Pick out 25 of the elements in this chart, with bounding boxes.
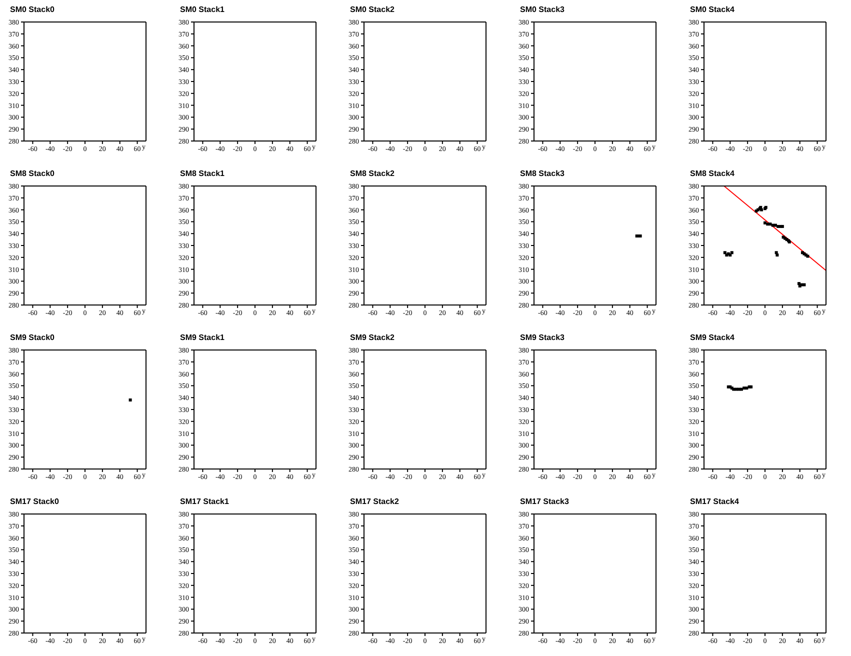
chart-title: SM9 Stack1 — [180, 333, 224, 342]
point — [723, 251, 726, 254]
chart-title: SM17 Stack4 — [690, 497, 739, 506]
chart-title: SM0 Stack3 — [520, 5, 564, 14]
chart-title: SM8 Stack0 — [10, 169, 54, 178]
chart-title: SM17 Stack3 — [520, 497, 569, 506]
chart-title: SM9 Stack0 — [10, 333, 54, 342]
chart-title: SM0 Stack2 — [350, 5, 394, 14]
chart-title: SM17 Stack1 — [180, 497, 229, 506]
point — [730, 251, 734, 254]
chart-title: SM17 Stack2 — [350, 497, 399, 506]
chart-title: SM8 Stack4 — [690, 169, 734, 178]
chart-title: SM0 Stack0 — [10, 5, 54, 14]
chart-title: SM17 Stack0 — [10, 497, 59, 506]
point — [802, 283, 806, 286]
point — [768, 222, 772, 226]
chart-title: SM8 Stack2 — [350, 169, 394, 178]
chart-title: SM9 Stack4 — [690, 333, 734, 342]
chart-title: SM9 Stack3 — [520, 333, 564, 342]
chart-title: SM9 Stack2 — [350, 333, 394, 342]
chart-title: SM8 Stack3 — [520, 169, 564, 178]
chart-title: SM0 Stack4 — [690, 5, 734, 14]
chart-title: SM8 Stack1 — [180, 169, 224, 178]
chart-title: SM0 Stack1 — [180, 5, 224, 14]
point — [776, 254, 779, 257]
